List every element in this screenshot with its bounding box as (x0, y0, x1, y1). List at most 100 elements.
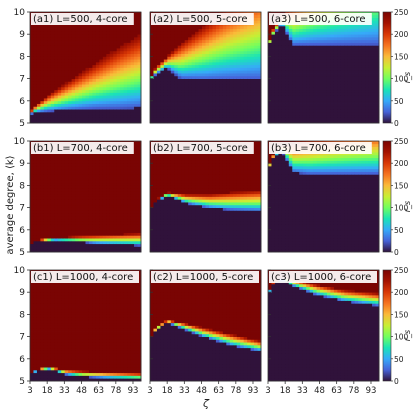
heatmap-cell (341, 51, 345, 54)
heatmap-cell (251, 79, 255, 82)
heatmap-cell (157, 76, 161, 79)
heatmap-cell (306, 56, 310, 59)
heatmap-cell (223, 117, 227, 120)
heatmap-cell (327, 54, 331, 57)
heatmap-cell (120, 106, 124, 109)
heatmap-cell (247, 73, 251, 76)
heatmap-cell (30, 185, 34, 188)
heatmap-cell (181, 65, 185, 68)
heatmap-cell (150, 40, 154, 43)
heatmap-cell (251, 92, 255, 95)
heatmap-cell (47, 221, 51, 224)
heatmap-cell (268, 84, 272, 87)
heatmap-cell (99, 115, 103, 118)
heatmap-cell (44, 95, 48, 98)
heatmap-cell (313, 81, 317, 84)
heatmap-cell (167, 109, 171, 112)
heatmap-cell (278, 56, 282, 59)
heatmap-cell (268, 81, 272, 84)
heatmap-cell (292, 26, 296, 29)
heatmap-cell (117, 188, 121, 191)
heatmap-cell (58, 197, 62, 200)
heatmap-cell (75, 37, 79, 40)
heatmap-cell (358, 40, 362, 43)
heatmap-cell (86, 45, 90, 48)
heatmap-cell (127, 81, 131, 84)
heatmap-cell (58, 43, 62, 46)
heatmap-cell (103, 202, 107, 205)
heatmap-cell (369, 92, 373, 95)
heatmap-cell (275, 92, 279, 95)
heatmap-cell (355, 48, 359, 51)
heatmap-cell (44, 87, 48, 90)
heatmap-cell (61, 221, 65, 224)
heatmap-cell (296, 81, 300, 84)
heatmap-cell (358, 48, 362, 51)
heatmap-cell (79, 98, 83, 101)
heatmap-cell (72, 101, 76, 104)
heatmap-cell (167, 87, 171, 90)
heatmap-cell (282, 115, 286, 118)
heatmap-cell (75, 31, 79, 34)
heatmap-cell (358, 54, 362, 57)
heatmap-cell (33, 241, 37, 244)
heatmap-cell (96, 40, 100, 43)
heatmap-cell (358, 112, 362, 115)
heatmap-cell (127, 54, 131, 57)
heatmap-cell (310, 70, 314, 73)
heatmap-cell (47, 117, 51, 120)
heatmap-cell (58, 31, 62, 34)
heatmap-cell (61, 92, 65, 95)
heatmap-cell (37, 84, 41, 87)
heatmap-cell (271, 90, 275, 93)
heatmap-cell (327, 117, 331, 120)
heatmap-cell (89, 62, 93, 65)
heatmap-cell (58, 92, 62, 95)
heatmap-cell (79, 219, 83, 222)
heatmap-cell (372, 101, 376, 104)
heatmap-cell (54, 95, 58, 98)
heatmap-cell (106, 202, 110, 205)
heatmap-cell (40, 84, 44, 87)
heatmap-cell (167, 95, 171, 98)
heatmap-cell (254, 43, 258, 46)
heatmap-cell (68, 34, 72, 37)
heatmap-cell (171, 73, 175, 76)
heatmap-cell (254, 90, 258, 93)
heatmap-cell (240, 56, 244, 59)
heatmap-cell (47, 160, 51, 163)
heatmap-cell (185, 73, 189, 76)
heatmap-cell (54, 87, 58, 90)
heatmap-cell (226, 29, 230, 32)
heatmap-cell (61, 185, 65, 188)
heatmap-cell (181, 70, 185, 73)
heatmap-cell (47, 205, 51, 208)
heatmap-cell (282, 90, 286, 93)
heatmap-cell (171, 59, 175, 62)
heatmap-cell (174, 40, 178, 43)
heatmap-cell (164, 26, 168, 29)
heatmap-cell (127, 34, 131, 37)
heatmap-cell (240, 40, 244, 43)
heatmap-cell (47, 241, 51, 244)
heatmap-cell (86, 205, 90, 208)
heatmap-cell (131, 29, 135, 32)
heatmap-cell (117, 160, 121, 163)
heatmap-cell (124, 194, 128, 197)
heatmap-cell (79, 177, 83, 180)
heatmap-cell (106, 26, 110, 29)
heatmap-cell (160, 34, 164, 37)
heatmap-cell (206, 87, 210, 90)
heatmap-cell (33, 37, 37, 40)
heatmap-cell (61, 208, 65, 211)
heatmap-cell (216, 51, 220, 54)
heatmap-cell (344, 87, 348, 90)
heatmap-cell (233, 112, 237, 115)
heatmap-cell (40, 160, 44, 163)
heatmap-cell (320, 106, 324, 109)
heatmap-cell (92, 104, 96, 107)
heatmap-cell (341, 117, 345, 120)
heatmap-cell (185, 109, 189, 112)
heatmap-cell (282, 62, 286, 65)
heatmap-cell (181, 54, 185, 57)
